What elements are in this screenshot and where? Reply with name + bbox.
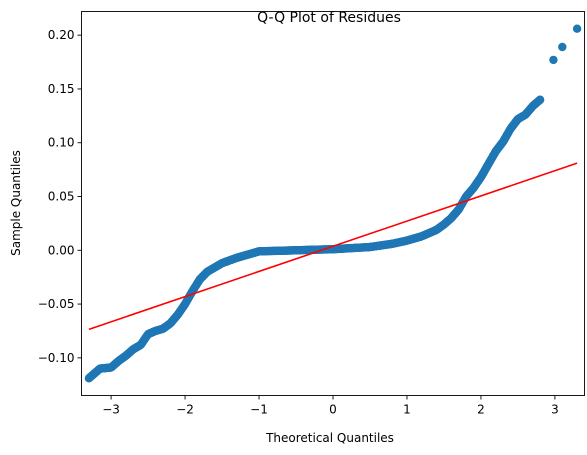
data-points bbox=[84, 24, 582, 383]
y-axis-label: Sample Quantiles bbox=[9, 150, 23, 256]
x-axis: −3 −2 −1 0 1 2 3 bbox=[102, 395, 559, 417]
y-tick-label: −0.05 bbox=[38, 297, 75, 311]
reference-line bbox=[88, 162, 578, 331]
y-tick-label: 0.00 bbox=[48, 243, 75, 257]
data-point bbox=[535, 95, 545, 104]
x-tick-label: −2 bbox=[176, 403, 194, 417]
data-point bbox=[572, 24, 582, 33]
y-tick-label: 0.15 bbox=[48, 82, 75, 96]
chart-title: Q-Q Plot of Residues bbox=[257, 10, 401, 26]
y-tick-label: 0.05 bbox=[48, 190, 75, 204]
data-point bbox=[549, 55, 558, 65]
y-tick-label: 0.20 bbox=[48, 28, 75, 42]
x-tick-label: 0 bbox=[329, 403, 337, 417]
y-tick-label: −0.10 bbox=[38, 351, 75, 365]
y-axis: −0.10 −0.05 0.00 0.05 0.10 0.15 0.20 bbox=[38, 28, 82, 365]
x-tick-label: 3 bbox=[551, 403, 559, 417]
axes-frame bbox=[81, 11, 585, 396]
x-tick-label: 1 bbox=[403, 403, 411, 417]
data-point bbox=[558, 42, 567, 52]
x-tick-label: 2 bbox=[477, 403, 485, 417]
plot-area bbox=[84, 24, 582, 383]
y-tick-label: 0.10 bbox=[48, 136, 75, 150]
x-tick-label: −1 bbox=[250, 403, 268, 417]
x-axis-label: Theoretical Quantiles bbox=[265, 431, 394, 445]
x-tick-label: −3 bbox=[102, 403, 120, 417]
